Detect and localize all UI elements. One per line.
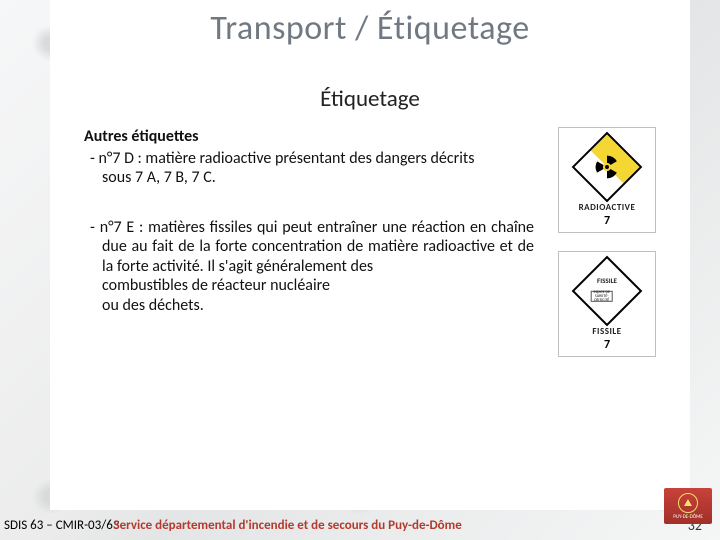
- text-column: Autres étiquettes - n°7 D : matière radi…: [84, 127, 534, 357]
- content-panel: Transport / Étiquetage Étiquetage Autres…: [50, 0, 690, 510]
- item-7d-line1: - n°7 D : matière radioactive présentant…: [84, 149, 534, 169]
- logo-ring-icon: [678, 493, 698, 513]
- placard-number: 7: [604, 338, 610, 352]
- footer-left-code: SDIS 63 – CMIR-03/63: [0, 518, 119, 533]
- list-heading: Autres étiquettes: [84, 127, 534, 147]
- logo-volcano-icon: [684, 499, 692, 506]
- dept-logo: PUY-DE-DÔME: [664, 488, 712, 524]
- placard-number: 7: [604, 214, 610, 228]
- placard-diamond-wrap: FISSILE INDICE DE SÛRETÉ- CRITICITÉ: [574, 258, 640, 324]
- logo-caption: PUY-DE-DÔME: [673, 515, 703, 520]
- body-grid: Autres étiquettes - n°7 D : matière radi…: [50, 113, 690, 357]
- item-7e-line1: - n°7 E : matières fissiles qui peut ent…: [84, 218, 534, 277]
- placard-label: RADIOACTIVE: [579, 202, 636, 213]
- footer-service-name: Service départemental d'incendie et de s…: [113, 518, 461, 533]
- criticality-index-box: INDICE DE SÛRETÉ- CRITICITÉ: [590, 291, 612, 302]
- criticality-box-line3: CRITICITÉ: [591, 299, 611, 303]
- placard-radioactive: RADIOACTIVE 7: [558, 127, 656, 233]
- section-subtitle: Étiquetage: [50, 85, 690, 113]
- item-7e-line2: combustibles de réacteur nucléaire: [84, 276, 534, 296]
- placard-fissile: FISSILE INDICE DE SÛRETÉ- CRITICITÉ FISS…: [558, 251, 656, 357]
- placard-label: FISSILE: [592, 326, 621, 337]
- radiation-trefoil-icon: [584, 144, 630, 190]
- placard-diamond-wrap: [574, 134, 640, 200]
- hazard-diamond: [572, 132, 643, 203]
- item-7e-line3: ou des déchets.: [84, 296, 534, 316]
- placard-column: RADIOACTIVE 7 FISSILE INDICE DE SÛRETÉ- …: [552, 127, 662, 357]
- page-title: Transport / Étiquetage: [50, 0, 690, 49]
- slide-footer: SDIS 63 – CMIR-03/63 Service département…: [0, 517, 720, 534]
- hazard-diamond: FISSILE INDICE DE SÛRETÉ- CRITICITÉ: [572, 256, 643, 327]
- item-7d-line2: sous 7 A, 7 B, 7 C.: [84, 168, 534, 188]
